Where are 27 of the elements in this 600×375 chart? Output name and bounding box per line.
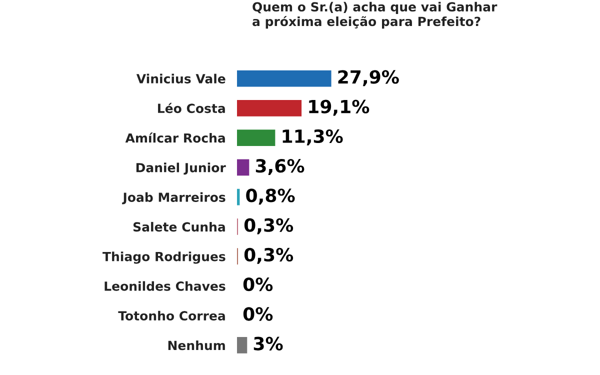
y-tick-label: Nenhum: [168, 340, 225, 350]
y-tick-label: Salete Cunha: [133, 222, 225, 232]
bar: [237, 70, 332, 87]
bar: [237, 159, 250, 176]
y-tick-label: Joab Marreiros: [122, 192, 226, 204]
data-label: 0,8%: [246, 188, 295, 205]
bar: [237, 337, 248, 354]
data-label: 3%: [254, 336, 283, 350]
data-label: 0%: [243, 278, 273, 292]
y-tick-label: Léo Costa: [158, 102, 225, 114]
y-tick-label: Thiago Rodrigues: [102, 252, 226, 264]
bar: [237, 188, 240, 206]
data-label: 19,1%: [309, 100, 370, 116]
data-label: 0%: [243, 307, 273, 321]
y-tick-label: Totonho Correa: [118, 310, 225, 320]
text: Quem o Sr.(a) acha que vai Ganhar a próxima eleição para Prefeito?: [252, 2, 498, 29]
y-tick-label: Amílcar Rocha: [125, 132, 225, 143]
y-tick-label: Vinicius Vale: [136, 74, 226, 84]
data-label: 0,3%: [244, 218, 294, 234]
data-label: 27,9%: [338, 70, 399, 86]
bar: [237, 130, 276, 146]
y-tick-label: Daniel Junior: [136, 162, 226, 175]
data-label: 11,3%: [282, 129, 343, 146]
y-tick-label: Leonildes Chaves: [104, 281, 226, 291]
bar: [237, 100, 302, 116]
data-label: 3,6%: [256, 159, 304, 175]
data-label: 0,3%: [244, 248, 294, 264]
